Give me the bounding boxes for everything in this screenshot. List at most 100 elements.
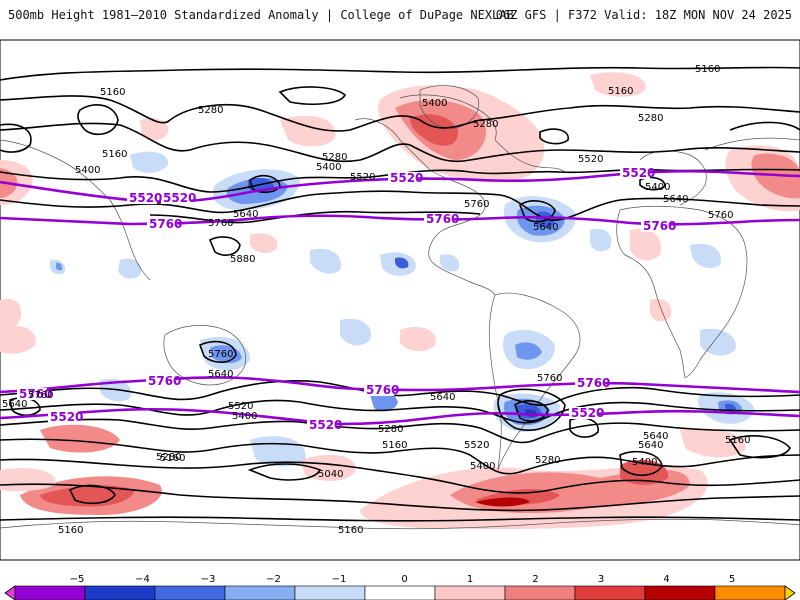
label-5280: 5280 (156, 452, 181, 463)
label-5760: 5760 (19, 387, 52, 401)
colorbar-segment (434, 585, 506, 600)
label-5160: 5160 (695, 64, 720, 75)
contour-5040 (247, 463, 322, 481)
colorbar-right-arrow (784, 585, 796, 600)
contour-5160-nh (0, 66, 800, 81)
colorbar-segment (574, 585, 646, 600)
colorbar-tick-label: 3 (598, 574, 604, 585)
label-5760: 5760 (643, 219, 676, 233)
label-5400: 5400 (316, 162, 341, 173)
label-5640: 5640 (233, 209, 258, 220)
label-5280: 5280 (535, 455, 560, 466)
colorbar-tick-label: 5 (729, 574, 735, 585)
label-5520: 5520 (50, 410, 83, 424)
colorbar-tick-label: 0 (401, 574, 407, 585)
label-5280: 5280 (473, 119, 498, 130)
colorbar-tick-label: −2 (266, 574, 281, 585)
label-5760: 5760 (148, 374, 181, 388)
label-5520: 5520 (464, 440, 489, 451)
contour-5880 (208, 236, 241, 256)
label-5760: 5760 (464, 199, 489, 210)
label-5520: 5520 (309, 418, 342, 432)
label-5400: 5400 (422, 98, 447, 109)
label-5040: 5040 (318, 469, 343, 480)
label-5160: 5160 (725, 435, 750, 446)
colorbar-segment (14, 585, 86, 600)
label-5520: 5520 (622, 166, 655, 180)
colorbar-tick-label: 1 (467, 574, 473, 585)
highlight-labels: 5520 5520 5520 5760 5760 5760 5760 5760 … (17, 166, 676, 432)
label-5640: 5640 (663, 194, 688, 205)
colorbar-left-arrow (4, 585, 16, 600)
map-title: 500mb Height 1981–2010 Standardized Anom… (8, 8, 514, 22)
label-5400: 5400 (632, 457, 657, 468)
label-5520: 5520 (163, 191, 196, 205)
label-5760: 5760 (577, 376, 610, 390)
label-5280: 5280 (638, 113, 663, 124)
label-5160: 5160 (608, 86, 633, 97)
label-5160: 5160 (58, 525, 83, 536)
contour-5280-sh (0, 458, 800, 494)
colorbar-segment (504, 585, 576, 600)
label-5640: 5640 (533, 222, 558, 233)
label-5520: 5520 (390, 171, 423, 185)
colorbar-tick-label: 4 (663, 574, 669, 585)
label-5640: 5640 (208, 369, 233, 380)
label-5880: 5880 (230, 254, 255, 265)
label-5520: 5520 (350, 172, 375, 183)
label-5760: 5760 (426, 212, 459, 226)
label-5760: 5760 (537, 373, 562, 384)
contour-5160-sh (0, 483, 800, 512)
contour-5400-sh (0, 438, 800, 475)
colorbar-segment (364, 585, 436, 600)
contour-5520-sh (0, 418, 800, 444)
label-5160: 5160 (160, 453, 185, 464)
label-5520: 5520 (571, 406, 604, 420)
colorbar-segment (644, 585, 716, 600)
contour-5760-sh (0, 380, 800, 406)
colorbar-tick-label: −1 (332, 574, 347, 585)
label-5520: 5520 (129, 191, 162, 205)
label-5760: 5760 (208, 349, 233, 360)
label-5400: 5400 (645, 182, 670, 193)
label-5280: 5280 (322, 152, 347, 163)
label-5760: 5760 (208, 218, 233, 229)
colorbar-segment (294, 585, 366, 600)
label-5760: 5760 (28, 390, 53, 401)
colorbar-tick-label: 2 (532, 574, 538, 585)
label-5520: 5520 (228, 401, 253, 412)
label-5280: 5280 (378, 424, 403, 435)
colorbar: −5 −4 −3 −2 −1 0 1 2 3 4 5 (4, 574, 796, 600)
colorbar-segment (84, 585, 156, 600)
purple-5760-nh (0, 214, 800, 226)
colorbar-tick-label: −5 (70, 574, 85, 585)
contour-5280-nh (0, 95, 800, 132)
colorbar-segment (714, 585, 786, 600)
label-5160: 5160 (338, 525, 363, 536)
label-5640: 5640 (638, 440, 663, 451)
label-5280: 5280 (198, 105, 223, 116)
colorbar-segment (154, 585, 226, 600)
label-5400: 5400 (75, 165, 100, 176)
label-5640: 5640 (643, 431, 668, 442)
label-5640: 5640 (430, 392, 455, 403)
anomaly-shading (0, 72, 800, 530)
label-5160: 5160 (102, 149, 127, 160)
label-5520: 5520 (578, 154, 603, 165)
label-5760: 5760 (708, 210, 733, 221)
label-5400: 5400 (470, 461, 495, 472)
purple-5520-sh (0, 407, 800, 426)
colorbar-segment (224, 585, 296, 600)
colorbar-tick-label: −4 (135, 574, 150, 585)
label-5160: 5160 (382, 440, 407, 451)
contour-labels: 5160 5160 5160 5160 5160 5160 5160 5160 … (2, 64, 750, 536)
label-5160: 5160 (100, 87, 125, 98)
label-5760: 5760 (149, 217, 182, 231)
colorbar-tick-label: −3 (201, 574, 216, 585)
label-5400: 5400 (232, 411, 257, 422)
contour-5400-nh (0, 122, 800, 163)
run-info: 06Z GFS | F372 Valid: 18Z MON NOV 24 202… (495, 8, 792, 22)
contour-5640-nh (0, 190, 800, 221)
label-5640: 5640 (2, 399, 27, 410)
